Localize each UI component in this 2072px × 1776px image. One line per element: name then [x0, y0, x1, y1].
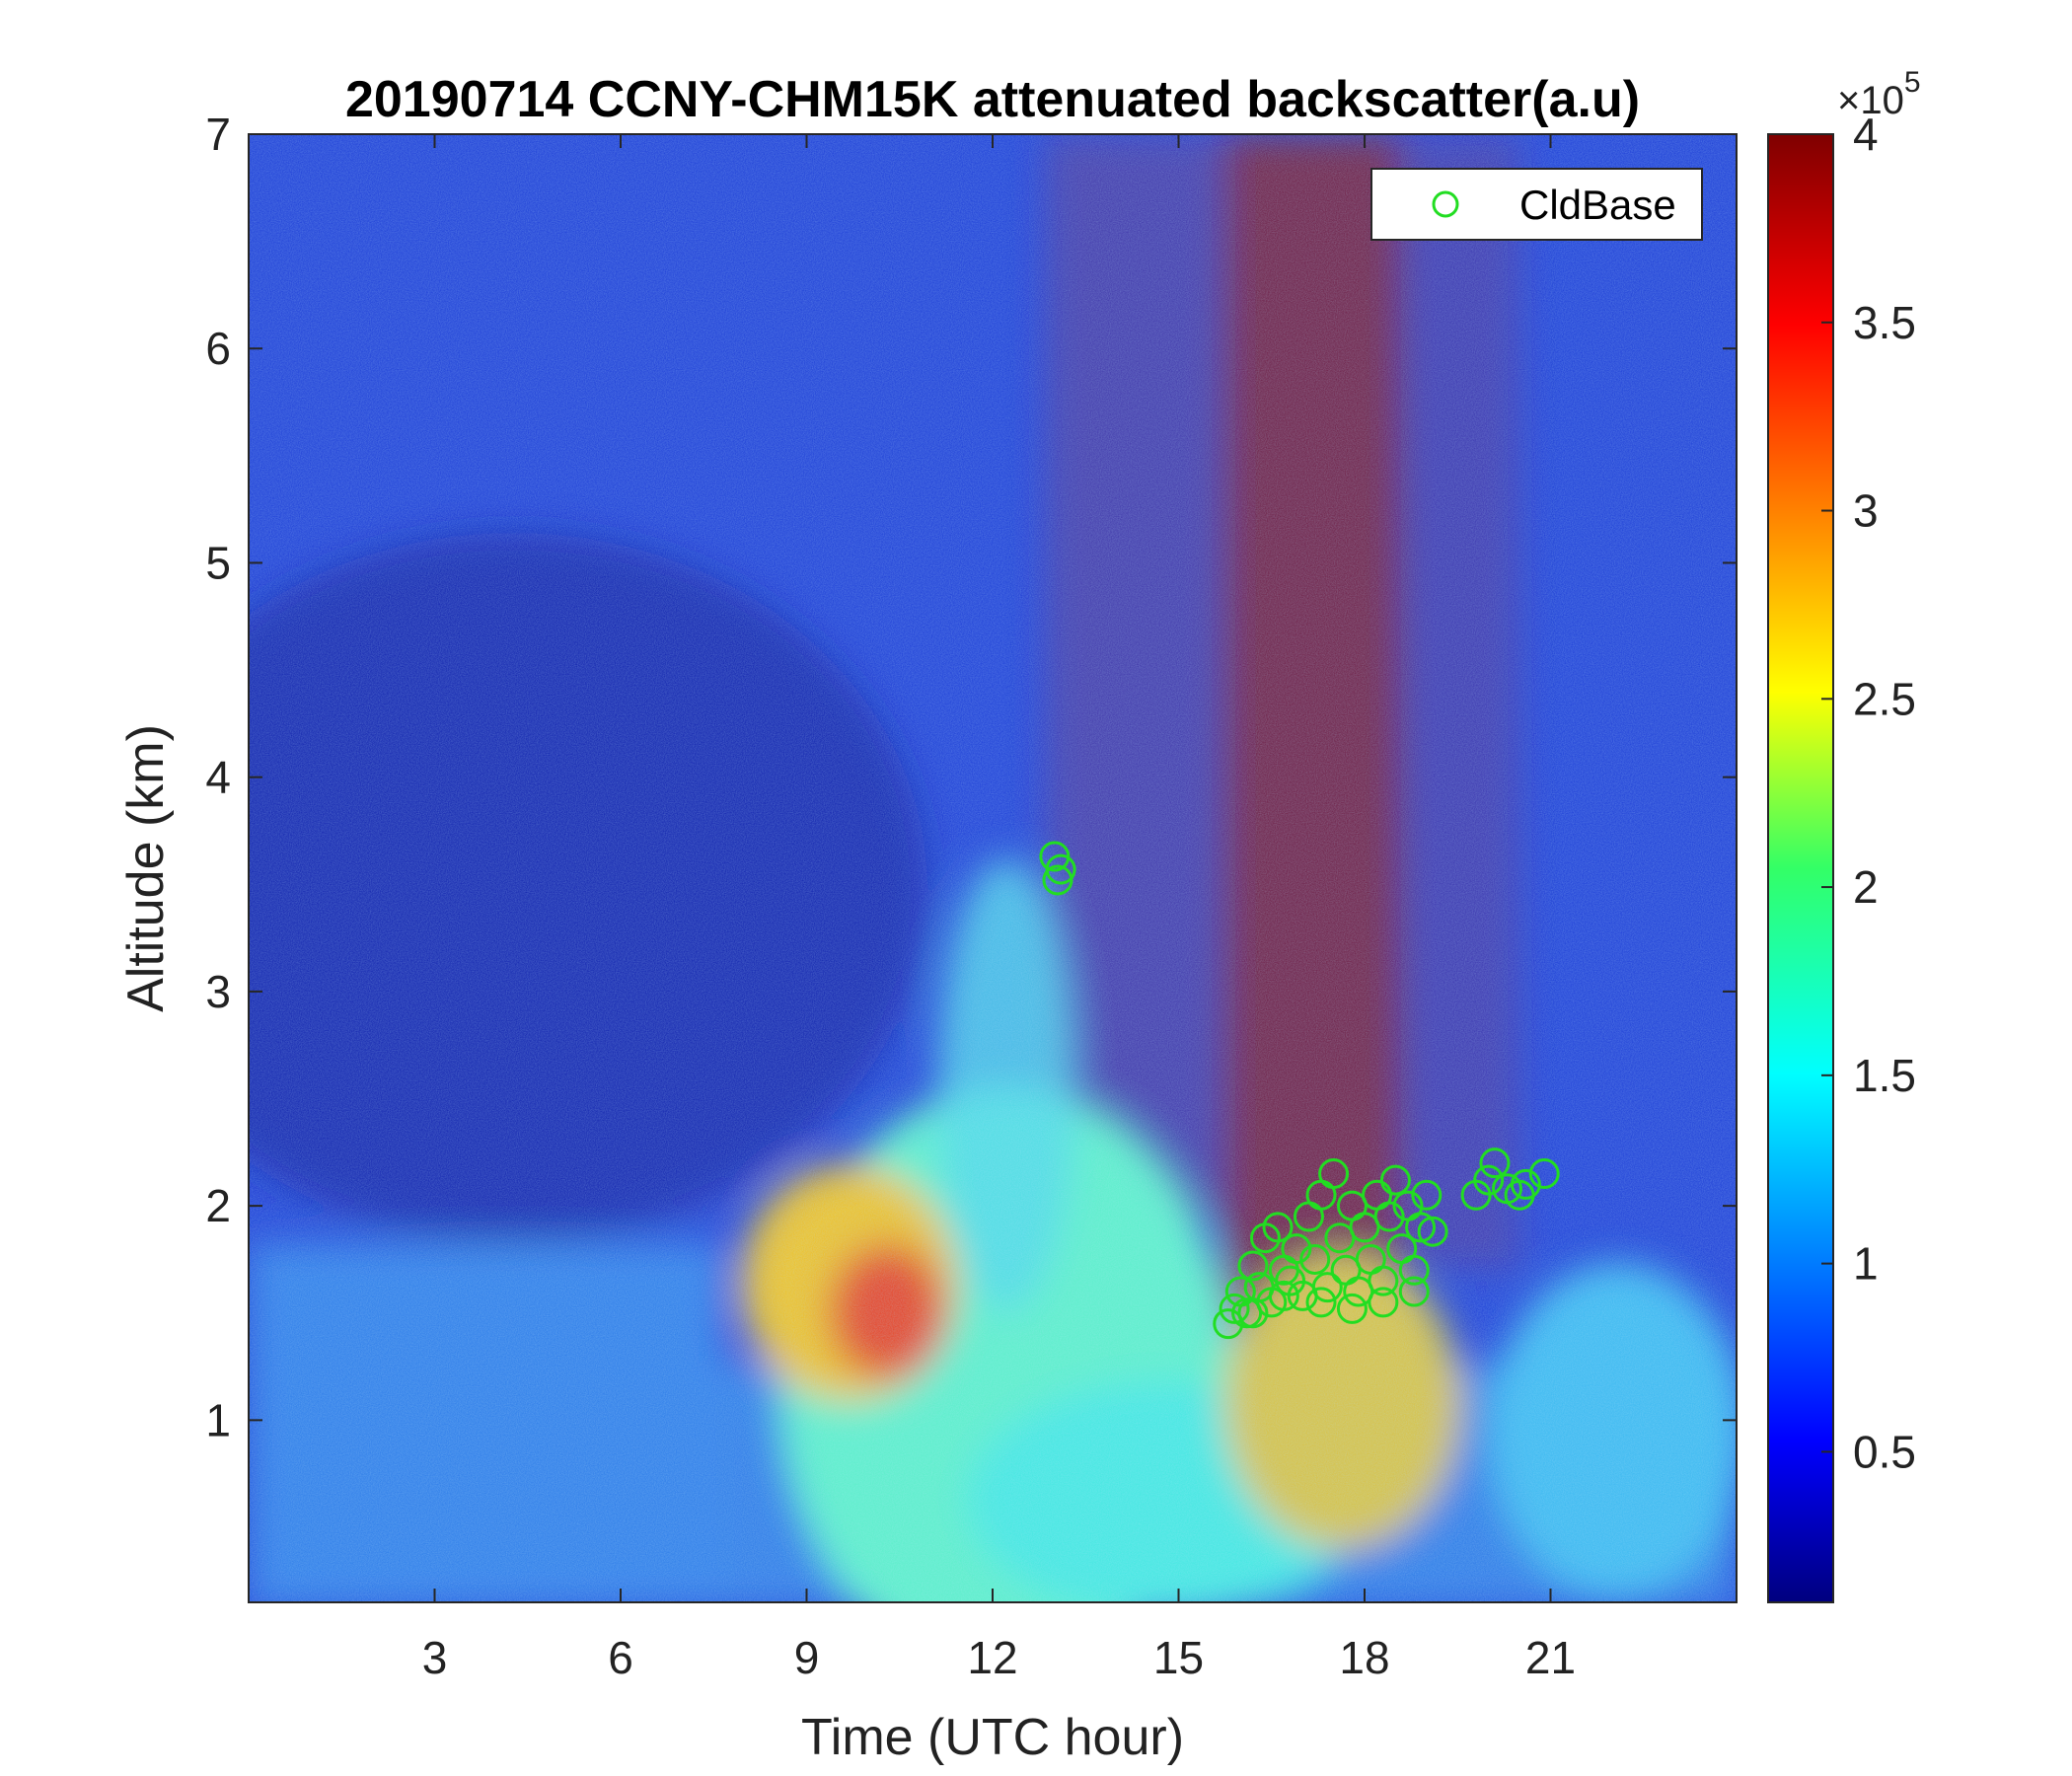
x-tick-label: 15	[1153, 1632, 1204, 1683]
y-tick-label: 1	[205, 1394, 231, 1445]
colorbar-multiplier: ×105	[1837, 66, 1921, 122]
y-axis-label: Altitude (km)	[117, 724, 175, 1012]
cloud-base-point	[1237, 1250, 1269, 1282]
cloud-base-point	[1398, 1254, 1430, 1286]
x-tick-label: 21	[1525, 1632, 1576, 1683]
cloud-base-point	[1368, 1287, 1399, 1318]
cloud-base-point	[1311, 1272, 1343, 1303]
cloud-base-point	[1281, 1233, 1312, 1265]
legend-label-cldbase: CldBase	[1519, 182, 1676, 228]
y-tick-label: 2	[205, 1180, 231, 1231]
cloud-base-point	[1336, 1293, 1368, 1324]
colorbar-tick-label: 3	[1853, 485, 1879, 537]
cloud-base-point	[1268, 1280, 1299, 1311]
cloud-base-series	[1039, 841, 1560, 1340]
cloud-base-point	[1324, 1222, 1356, 1254]
legend-marker-cldbase	[1432, 190, 1459, 218]
y-axis: 1 2 3 4 5 6 7	[205, 109, 1737, 1445]
cloud-base-point	[1405, 1212, 1437, 1243]
colorbar: 0.5 1 1.5 2 2.5 3 3.5 4 ×105	[1767, 66, 1921, 1603]
colorbar-tick-label: 1	[1853, 1238, 1879, 1290]
legend-box	[1370, 168, 1703, 241]
cloud-base-point	[1373, 1201, 1405, 1232]
x-tick-label: 12	[967, 1632, 1017, 1683]
cloud-base-point	[1368, 1265, 1399, 1296]
cloud-base-point	[1479, 1147, 1511, 1179]
cloud-base-point	[1219, 1293, 1250, 1324]
x-tick-label: 9	[794, 1632, 820, 1683]
x-axis-label: Time (UTC hour)	[801, 1709, 1184, 1766]
y-tick-label: 6	[205, 323, 231, 374]
colorbar-tick-label: 2.5	[1853, 673, 1916, 724]
colorbar-ticks: 0.5 1 1.5 2 2.5 3 3.5 4	[1821, 109, 1916, 1477]
cloud-base-point	[1318, 1158, 1350, 1190]
cloud-base-point	[1237, 1297, 1269, 1329]
cloud-base-point	[1379, 1164, 1411, 1196]
y-tick-label: 4	[205, 752, 231, 803]
cloud-base-point	[1398, 1276, 1430, 1307]
y-tick-label: 3	[205, 966, 231, 1017]
colorbar-multiplier-exponent: 5	[1904, 66, 1921, 99]
colorbar-tick-label: 0.5	[1853, 1426, 1916, 1477]
x-axis: 3 6 9 12 15 18 21	[422, 134, 1576, 1683]
cloud-base-point	[1042, 864, 1073, 896]
colorbar-tick-label: 4	[1853, 109, 1879, 160]
y-tick-label: 7	[205, 109, 231, 160]
y-tick-label: 5	[205, 537, 231, 588]
x-tick-label: 6	[608, 1632, 633, 1683]
cloud-base-point	[1305, 1287, 1337, 1318]
x-tick-label: 3	[422, 1632, 448, 1683]
colorbar-multiplier-prefix: ×10	[1837, 79, 1904, 122]
cloud-base-point	[1528, 1158, 1560, 1190]
legend: CldBase	[1370, 168, 1703, 241]
colorbar-tick-label: 2	[1853, 861, 1879, 913]
colorbar-tick-label: 3.5	[1853, 297, 1916, 348]
chart-title: 20190714 CCNY-CHM15K attenuated backscat…	[345, 71, 1640, 128]
cloud-base-point	[1299, 1243, 1331, 1275]
cloud-base-point	[1411, 1179, 1443, 1211]
cloud-base-point	[1510, 1168, 1541, 1200]
cloud-base-point	[1262, 1212, 1294, 1243]
cloud-base-point	[1349, 1212, 1380, 1243]
heatmap-field	[249, 134, 1737, 1602]
cloud-base-point	[1417, 1216, 1448, 1247]
cloud-base-point	[1213, 1308, 1244, 1340]
cloud-base-point	[1343, 1276, 1374, 1307]
cloud-base-point	[1473, 1164, 1505, 1196]
colorbar-gradient	[1767, 133, 1834, 1603]
x-tick-label: 18	[1339, 1632, 1389, 1683]
colorbar-tick-label: 1.5	[1853, 1050, 1916, 1101]
